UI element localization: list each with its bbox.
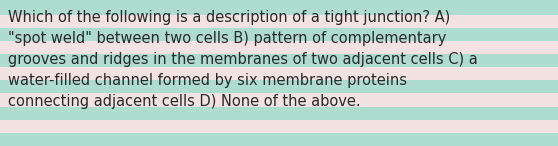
- Bar: [0, 107, 558, 120]
- Bar: [0, 41, 558, 54]
- Bar: [0, 0, 558, 15]
- Bar: [0, 28, 558, 41]
- Bar: [0, 67, 558, 80]
- Bar: [0, 120, 558, 133]
- Bar: [0, 93, 558, 107]
- Bar: [0, 15, 558, 28]
- Bar: [0, 133, 558, 146]
- Text: Which of the following is a description of a tight junction? A)
"spot weld" betw: Which of the following is a description …: [8, 10, 478, 109]
- Bar: [0, 54, 558, 67]
- Bar: [0, 80, 558, 93]
